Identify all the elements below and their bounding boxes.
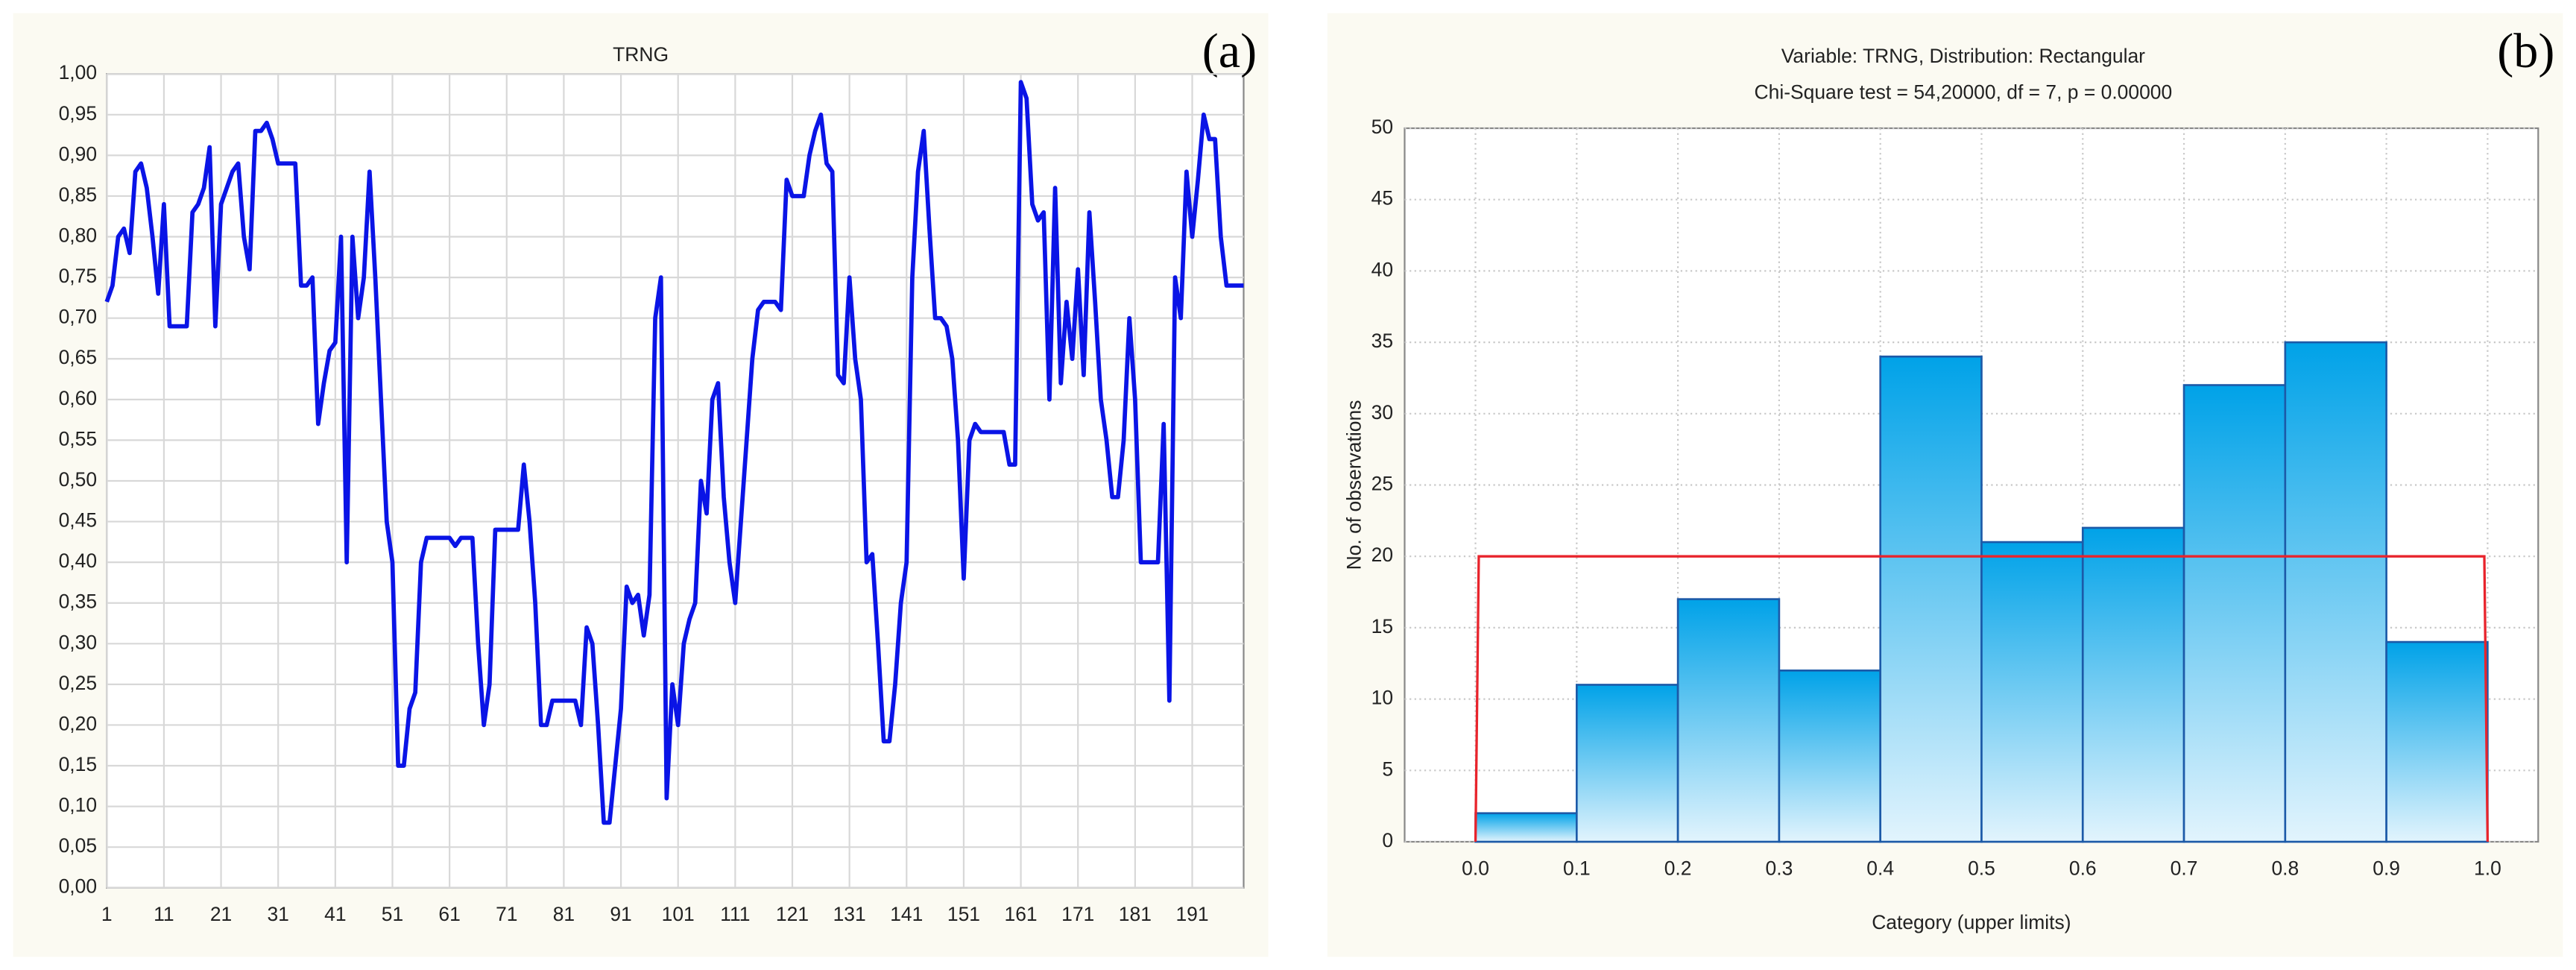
x-tick-label: 0.9 [2373,857,2400,879]
bar [2284,341,2387,843]
x-tick-label: 21 [210,903,232,925]
x-tick-label: 0.7 [2171,857,2198,879]
x-tick-label: 171 [1061,903,1094,925]
y-tick-label: 35 [1371,330,1393,352]
x-tick-label: 131 [833,903,866,925]
y-tick-label: 20 [1371,544,1393,566]
x-tick-label: 0.2 [1664,857,1692,879]
y-tick-label: 0,60 [59,387,97,409]
y-tick-label: 30 [1371,401,1393,423]
x-tick-label: 111 [720,903,750,925]
bar [1474,812,1578,843]
y-tick-label: 5 [1382,758,1393,780]
x-tick-label: 0.0 [1462,857,1489,879]
y-tick-label: 10 [1371,687,1393,709]
bar [1778,669,1882,843]
y-tick-label: 0,55 [59,427,97,450]
x-tick-label: 0.4 [1866,857,1894,879]
y-tick-label: 0,30 [59,631,97,653]
y-tick-label: 40 [1371,258,1393,280]
y-tick-label: 0,90 [59,142,97,165]
y-tick-label: 0,25 [59,672,97,694]
y-tick-label: 0,85 [59,183,97,206]
y-tick-label: 0,50 [59,468,97,491]
bar [1576,684,1679,843]
y-tick-label: 0,75 [59,265,97,287]
x-tick-label: 101 [662,903,695,925]
bar [1980,541,2084,843]
y-tick-label: 15 [1371,615,1393,637]
y-tick-label: 50 [1371,116,1393,138]
x-tick-label: 31 [267,903,288,925]
y-tick-label: 25 [1371,472,1393,494]
y-tick-label: 0,95 [59,102,97,125]
y-tick-label: 0,15 [59,753,97,775]
x-tick-label: 51 [382,903,403,925]
y-tick-label: 0,65 [59,346,97,368]
y-tick-label: 0,00 [59,875,97,898]
expected-line [1474,555,2490,843]
y-tick-label: 0,20 [59,712,97,734]
x-tick-label: 161 [1005,903,1038,925]
chart-title: TRNG [613,43,669,66]
x-tick-label: 41 [324,903,346,925]
y-tick-label: 0,45 [59,509,97,532]
panel-label: (a) [1202,24,1257,78]
data-line [104,80,1244,825]
bar [2182,384,2287,843]
x-axis-label: Category (upper limits) [1872,911,2071,933]
x-tick-label: 61 [438,903,460,925]
x-tick-label: 0.1 [1563,857,1591,879]
y-tick-label: 0,05 [59,834,97,857]
x-tick-label: 0.3 [1766,857,1793,879]
y-tick-label: 0,35 [59,590,97,613]
bar [1676,598,1781,843]
x-tick-label: 191 [1175,903,1208,925]
x-tick-label: 1 [101,903,113,925]
x-tick-label: 81 [553,903,575,925]
y-tick-label: 0 [1382,829,1393,851]
y-tick-label: 0,40 [59,549,97,572]
panel-label: (b) [2497,24,2554,78]
y-tick-label: 45 [1371,187,1393,210]
bar [2385,640,2489,843]
x-tick-label: 1.0 [2474,857,2501,879]
x-tick-label: 151 [947,903,980,925]
y-tick-label: 0,70 [59,306,97,328]
y-tick-label: 1,00 [59,61,97,84]
bar [1879,355,1983,843]
chart-subtitle: Chi-Square test = 54,20000, df = 7, p = … [1755,81,2173,104]
x-tick-label: 11 [154,903,174,925]
x-tick-label: 141 [890,903,923,925]
y-axis-label: No. of observations [1342,400,1365,570]
y-tick-label: 0,10 [59,794,97,816]
y-tick-label: 0,80 [59,224,97,247]
x-tick-label: 0.5 [1968,857,1995,879]
bar [2081,526,2185,843]
x-tick-label: 91 [610,903,631,925]
x-tick-label: 0.8 [2271,857,2299,879]
chart-title: Variable: TRNG, Distribution: Rectangula… [1781,45,2145,67]
x-tick-label: 181 [1119,903,1152,925]
x-tick-label: 0.6 [2069,857,2097,879]
x-tick-label: 71 [496,903,517,925]
x-tick-label: 121 [776,903,809,925]
